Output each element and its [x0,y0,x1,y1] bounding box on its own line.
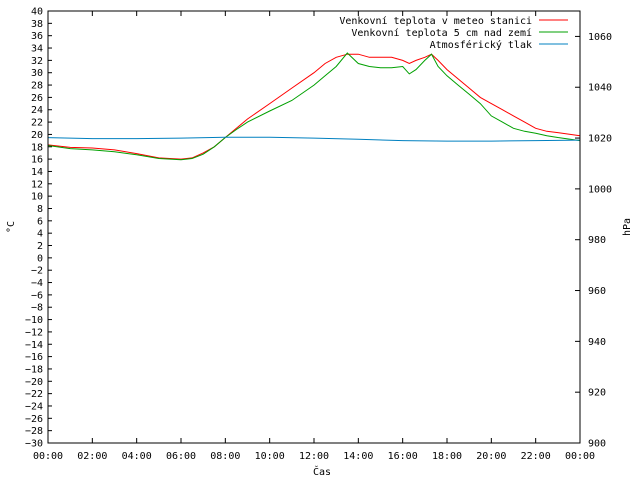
left-tick-label: 18 [31,142,43,153]
x-tick-label: 08:00 [210,451,240,462]
legend-label-ground: Venkovní teplota 5 cm nad zemí [351,27,532,39]
left-tick-label: −22 [25,389,43,400]
left-tick-label: 28 [31,81,43,92]
left-tick-label: −10 [25,315,43,326]
legend-label-outdoor-station: Venkovní teplota v meteo stanici [339,15,532,27]
x-tick-label: 22:00 [521,451,551,462]
right-axis-title: hPa [622,218,633,236]
left-tick-label: −24 [25,401,43,412]
x-tick-label: 06:00 [166,451,196,462]
left-tick-label: 16 [31,155,43,166]
left-tick-label: −16 [25,352,43,363]
left-tick-label: −26 [25,414,43,425]
x-tick-label: 04:00 [122,451,152,462]
series-line-outdoor-station [47,53,581,160]
left-tick-label: 40 [31,7,43,18]
left-axis-ticks: −30−28−26−24−22−20−18−16−14−12−10−8−6−4−… [25,7,52,450]
right-tick-label: 1000 [588,184,612,195]
left-tick-label: −8 [31,303,43,314]
x-tick-label: 20:00 [476,451,506,462]
x-tick-label: 00:00 [565,451,595,462]
right-tick-label: 980 [588,235,606,246]
right-tick-label: 1060 [588,32,612,43]
right-tick-label: 1040 [588,83,612,94]
left-tick-label: −4 [31,278,43,289]
right-tick-label: 1020 [588,134,612,145]
left-tick-label: −12 [25,327,43,338]
x-axis-title: Čas [313,465,331,478]
x-tick-label: 00:00 [33,451,63,462]
left-tick-label: 20 [31,130,43,141]
left-tick-label: 8 [37,204,43,215]
right-axis-ticks: 900 920 940 960 980 1000 1020 1040 1060 [575,32,612,450]
series-line-pressure [47,136,581,142]
plot-border [47,10,581,444]
x-axis-ticks: 00:00 02:00 04:00 06:00 08:00 10:00 12:00 14:00… [33,11,595,462]
left-tick-label: −14 [25,340,43,351]
left-tick-label: 32 [31,56,43,67]
left-tick-label: 22 [31,118,43,129]
series-line-ground [47,52,581,161]
x-tick-label: 16:00 [388,451,418,462]
left-tick-label: −30 [25,439,43,450]
x-tick-label: 12:00 [299,451,329,462]
x-tick-label: 18:00 [432,451,462,462]
left-tick-label: 6 [37,216,43,227]
left-tick-label: 34 [31,44,43,55]
left-tick-label: 38 [31,19,43,30]
right-tick-label: 900 [588,439,606,450]
left-tick-label: −28 [25,426,43,437]
right-tick-label: 940 [588,337,606,348]
series-lines [47,52,581,161]
left-tick-label: 36 [31,31,43,42]
left-tick-label: −18 [25,364,43,375]
legend-label-pressure: Atmosférický tlak [430,39,532,51]
x-tick-label: 14:00 [343,451,373,462]
left-tick-label: −20 [25,377,43,388]
right-tick-label: 960 [588,286,606,297]
left-tick-label: 0 [37,253,43,264]
left-tick-label: 30 [31,68,43,79]
left-tick-label: 10 [31,192,43,203]
right-tick-label: 920 [588,388,606,399]
left-tick-label: −6 [31,290,43,301]
left-tick-label: 26 [31,93,43,104]
left-tick-label: 24 [31,105,43,116]
legend: Venkovní teplota v meteo stanici Venkovn… [339,15,568,51]
left-tick-label: −2 [31,266,43,277]
left-tick-label: 2 [37,241,43,252]
left-tick-label: 12 [31,179,43,190]
x-tick-label: 02:00 [77,451,107,462]
left-axis-title: °C [6,221,17,233]
x-tick-label: 10:00 [255,451,285,462]
left-tick-label: 14 [31,167,43,178]
left-tick-label: 4 [37,229,43,240]
